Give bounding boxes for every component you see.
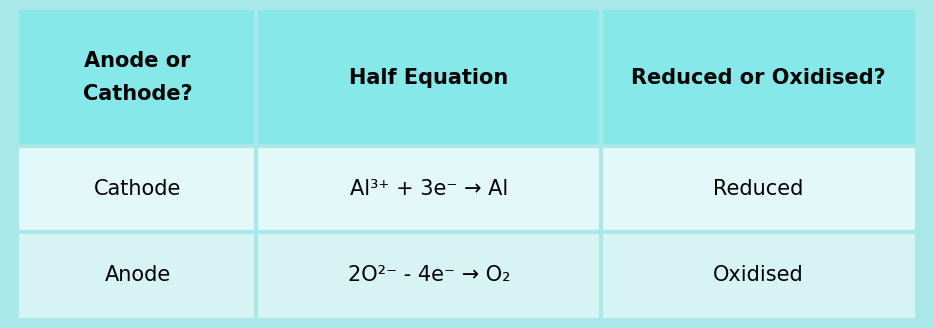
Bar — [256, 10, 601, 146]
Text: Al³⁺ + 3e⁻ → Al: Al³⁺ + 3e⁻ → Al — [349, 179, 508, 199]
Bar — [19, 146, 256, 232]
Bar — [601, 232, 915, 318]
Bar — [256, 232, 601, 318]
Bar — [601, 10, 915, 146]
Text: Anode: Anode — [105, 265, 171, 285]
Bar — [601, 146, 915, 232]
Text: Cathode: Cathode — [93, 179, 181, 199]
Text: Reduced: Reduced — [714, 179, 803, 199]
Bar — [19, 232, 256, 318]
Text: 2O²⁻ - 4e⁻ → O₂: 2O²⁻ - 4e⁻ → O₂ — [347, 265, 510, 285]
Text: Half Equation: Half Equation — [349, 68, 508, 88]
Text: Anode or
Cathode?: Anode or Cathode? — [83, 51, 192, 104]
Bar — [19, 10, 256, 146]
Text: Reduced or Oxidised?: Reduced or Oxidised? — [631, 68, 885, 88]
Bar — [256, 146, 601, 232]
Text: Oxidised: Oxidised — [713, 265, 804, 285]
